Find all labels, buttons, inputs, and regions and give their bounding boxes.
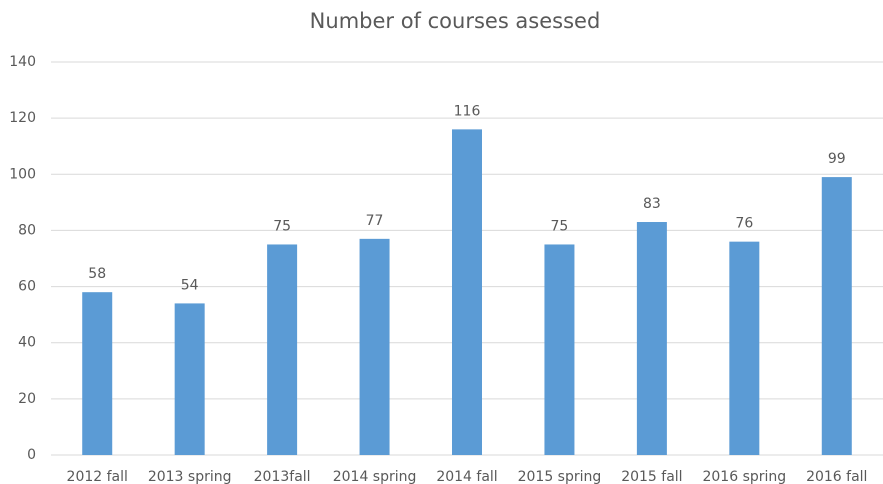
data-label: 77 bbox=[366, 213, 384, 229]
data-label: 58 bbox=[88, 266, 106, 282]
bar bbox=[544, 244, 575, 455]
y-tick-label: 100 bbox=[9, 166, 36, 182]
bar bbox=[82, 292, 113, 455]
bar bbox=[452, 129, 482, 455]
bar bbox=[636, 222, 667, 455]
bar bbox=[359, 238, 390, 455]
data-label: 75 bbox=[273, 218, 291, 234]
x-tick-label: 2015 spring bbox=[518, 469, 602, 484]
bar bbox=[821, 177, 852, 456]
chart-title: Number of courses asessed bbox=[310, 9, 601, 33]
data-label: 75 bbox=[551, 218, 569, 234]
y-tick-label: 40 bbox=[18, 335, 36, 351]
data-label: 99 bbox=[828, 151, 846, 167]
x-tick-label: 2015 fall bbox=[621, 469, 682, 484]
data-label: 54 bbox=[181, 277, 199, 293]
y-tick-label: 60 bbox=[18, 279, 36, 295]
bar bbox=[267, 244, 298, 455]
x-tick-label: 2013 spring bbox=[148, 469, 232, 484]
y-tick-label: 80 bbox=[18, 222, 36, 238]
bar bbox=[174, 303, 205, 455]
x-tick-label: 2014 fall bbox=[436, 469, 497, 484]
data-label: 83 bbox=[643, 196, 661, 212]
x-tick-label: 2012 fall bbox=[67, 469, 128, 484]
bar bbox=[729, 241, 760, 455]
data-label: 76 bbox=[735, 216, 753, 232]
x-tick-label: 2013fall bbox=[254, 469, 311, 484]
y-tick-label: 20 bbox=[18, 391, 36, 407]
x-tick-label: 2016 spring bbox=[702, 469, 786, 484]
data-label: 116 bbox=[454, 103, 481, 119]
x-tick-label: 2016 fall bbox=[806, 469, 867, 484]
y-tick-label: 0 bbox=[27, 447, 36, 463]
x-tick-label: 2014 spring bbox=[333, 469, 417, 484]
y-tick-label: 140 bbox=[9, 54, 36, 70]
y-tick-label: 120 bbox=[9, 110, 36, 126]
